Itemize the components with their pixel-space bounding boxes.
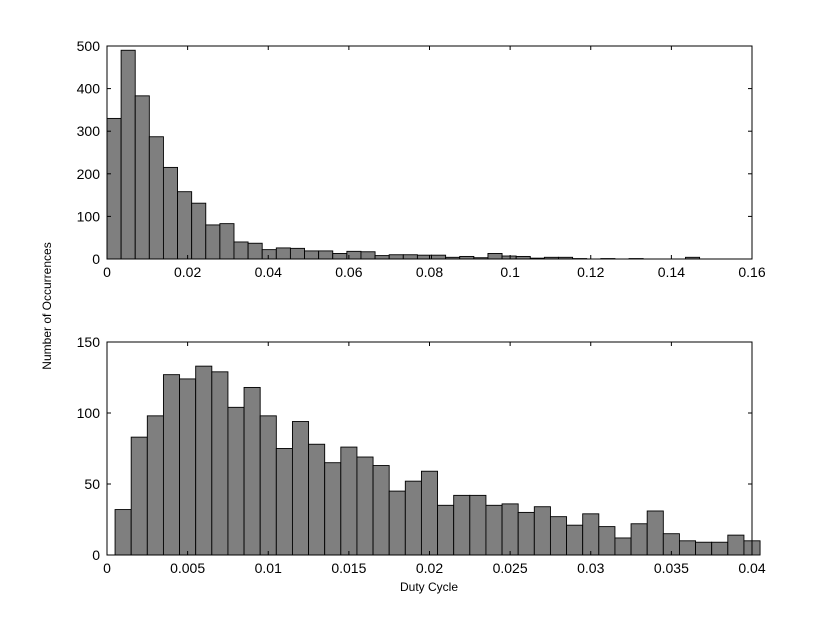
histogram-bar [134, 95, 150, 260]
histogram-bar [582, 513, 600, 556]
histogram-bar [388, 490, 406, 556]
histogram-bar [549, 516, 568, 556]
x-tick-label: 0.06 [335, 264, 362, 280]
x-tick-label: 0.12 [577, 264, 604, 280]
histogram-bar [304, 250, 320, 260]
x-tick-label: 0 [103, 264, 111, 280]
histogram-bar [177, 191, 193, 260]
histogram-bar [646, 510, 664, 556]
histogram-bar [695, 541, 713, 556]
histogram-bar [243, 386, 261, 556]
histogram-bar [711, 541, 729, 556]
histogram-bar [533, 506, 551, 556]
x-tick-label: 0.02 [416, 560, 443, 576]
y-tick-label: 150 [77, 334, 101, 350]
bottom-histogram-panel: 0 0.005 0.01 0.015 0.02 0.025 0.03 0.035 0.04 0 50… [77, 334, 766, 576]
x-tick-label: 0.08 [416, 264, 443, 280]
histogram-bar [261, 249, 277, 260]
histogram-bar [469, 494, 487, 556]
histogram-bar [517, 511, 535, 556]
histogram-bar [162, 166, 179, 260]
y-tick-label: 0 [92, 547, 100, 563]
y-tick-label: 200 [77, 166, 101, 182]
histogram-bar [120, 49, 136, 260]
x-tick-label: 0.04 [738, 560, 765, 576]
histogram-bar [372, 465, 390, 556]
histogram-bar [501, 503, 519, 556]
x-tick-label: 0.01 [255, 560, 282, 576]
histogram-bar [179, 378, 197, 556]
histogram-bar [374, 255, 390, 260]
histogram-bar [211, 371, 229, 556]
histogram-bar [148, 136, 164, 260]
histogram-bar [275, 247, 291, 260]
histogram-bar [205, 224, 221, 260]
histogram-bar [106, 117, 122, 260]
histogram-bar [332, 253, 348, 260]
y-tick-label: 0 [92, 251, 100, 267]
histogram-bar [219, 223, 235, 260]
histogram-bar [388, 254, 404, 260]
x-tick-label: 0.14 [658, 264, 685, 280]
y-tick-label: 400 [77, 81, 101, 97]
x-axis-label: Duty Cycle [400, 580, 458, 594]
histogram-bar [678, 540, 697, 556]
histogram-bar [191, 202, 207, 260]
histogram-bar [402, 254, 418, 260]
histogram-bar [130, 436, 148, 556]
histogram-bar [291, 421, 310, 556]
histogram-bar [487, 253, 503, 260]
histogram-bar [453, 494, 471, 556]
histogram-bar [598, 526, 616, 556]
x-tick-label: 0.03 [577, 560, 604, 576]
histogram-bar [114, 509, 132, 556]
y-tick-label: 100 [77, 405, 101, 421]
histogram-bar [727, 534, 745, 556]
histogram-bar [162, 374, 181, 556]
x-tick-label: 0.015 [331, 560, 366, 576]
histogram-bar [356, 456, 374, 556]
histogram-bar [340, 446, 358, 556]
top-histogram-panel: 0 0.02 0.04 0.06 0.08 0.1 0.12 0.14 0.16 0 100 200 3… [77, 38, 766, 280]
histogram-bar [308, 443, 326, 556]
histogram-bar [360, 251, 376, 260]
x-tick-label: 0.025 [493, 560, 528, 576]
histogram-bar [289, 247, 305, 260]
y-tick-label: 300 [77, 123, 101, 139]
histogram-bar [431, 254, 447, 260]
histogram-bar [146, 415, 164, 556]
histogram-bar [420, 470, 439, 556]
y-axis-label: Number of Occurrences [40, 242, 54, 369]
y-tick-label: 100 [77, 208, 101, 224]
histogram-bar [630, 523, 648, 556]
x-tick-label: 0.035 [654, 560, 689, 576]
histogram-bar [566, 524, 584, 556]
histogram-bar [233, 241, 249, 260]
histogram-bar [259, 415, 277, 556]
histogram-bar [318, 250, 334, 260]
histogram-bar [247, 242, 263, 260]
x-tick-label: 0.04 [255, 264, 282, 280]
histogram-bar [404, 480, 422, 556]
plot-area [107, 46, 752, 259]
x-tick-label: 0.16 [738, 264, 765, 280]
histogram-bar [227, 406, 245, 556]
histogram-bar [324, 462, 342, 556]
y-tick-label: 50 [84, 476, 100, 492]
histogram-bar [275, 448, 293, 556]
x-tick-label: 0.005 [170, 560, 205, 576]
x-tick-label: 0.02 [174, 264, 201, 280]
x-tick-label: 0 [103, 560, 111, 576]
histogram-bar [485, 504, 503, 556]
y-tick-label: 500 [77, 38, 101, 54]
histogram-bar [195, 365, 213, 556]
x-tick-label: 0.1 [500, 264, 520, 280]
histogram-bar [614, 537, 632, 556]
histogram-bar [437, 504, 455, 556]
